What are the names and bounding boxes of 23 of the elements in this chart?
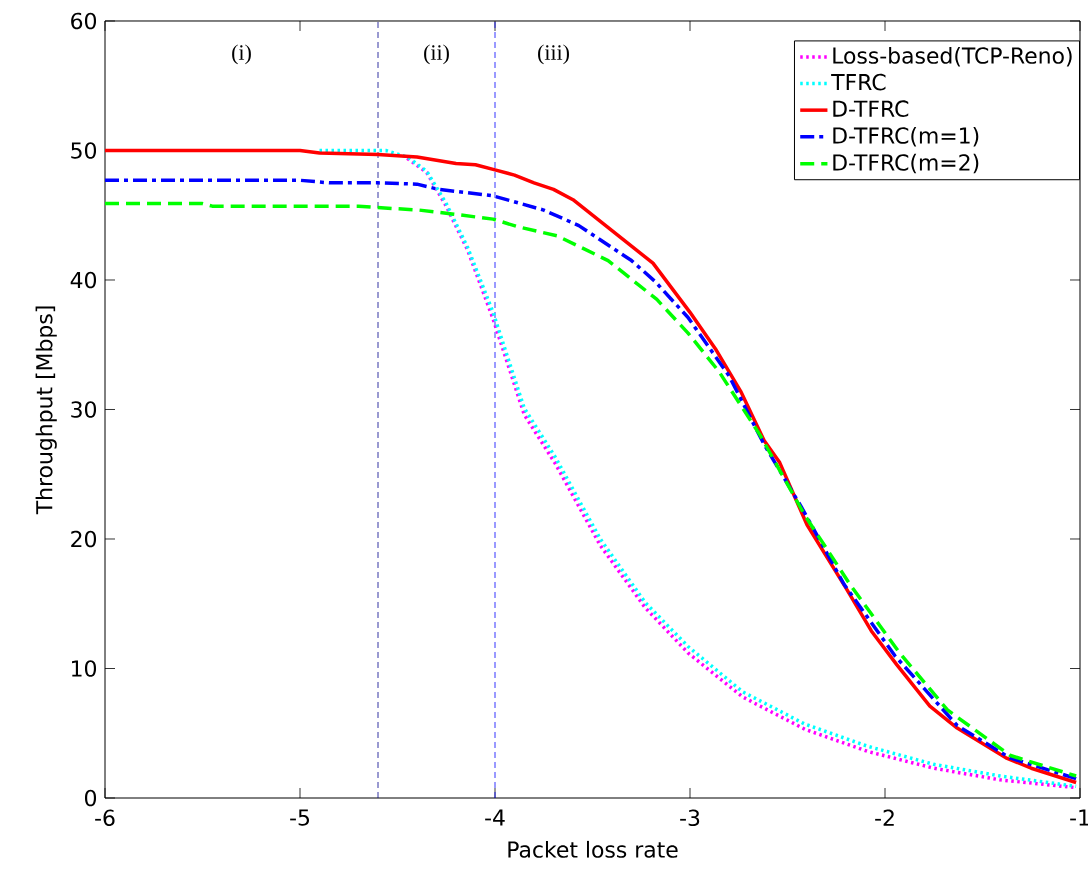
y-tick-label: 20 (71, 530, 97, 548)
legend-label: D-TFRC (833, 100, 909, 117)
x-axis-title: Packet loss rate (508, 840, 678, 858)
y-tick-label: 0 (84, 789, 97, 807)
x-tick-label: -2 (875, 809, 894, 826)
x-tick-label: -5 (290, 809, 310, 826)
y-tick-label: 50 (71, 142, 97, 159)
legend-label: Loss-based(TCP-Reno) (833, 46, 1072, 67)
annotation: (ii) (424, 44, 449, 65)
x-tick-label: -3 (680, 809, 700, 827)
legend-label: TFRC (831, 73, 886, 91)
x-tick-label: -1 (1070, 809, 1088, 826)
x-tick-label: -4 (485, 809, 505, 826)
y-tick-label: 30 (71, 401, 97, 418)
y-tick-label: 60 (71, 12, 97, 30)
x-tick-label: -6 (95, 809, 115, 827)
y-axis-title: Throughput [Mbps] (35, 306, 57, 515)
y-tick-label: 40 (70, 271, 97, 289)
legend-label: D-TFRC(m=1) (833, 126, 979, 147)
y-tick-label: 10 (72, 660, 97, 677)
legend-label: D-TFRC(m=2) (833, 153, 979, 174)
annotation: (i) (232, 44, 251, 65)
annotation: (iii) (538, 44, 569, 65)
